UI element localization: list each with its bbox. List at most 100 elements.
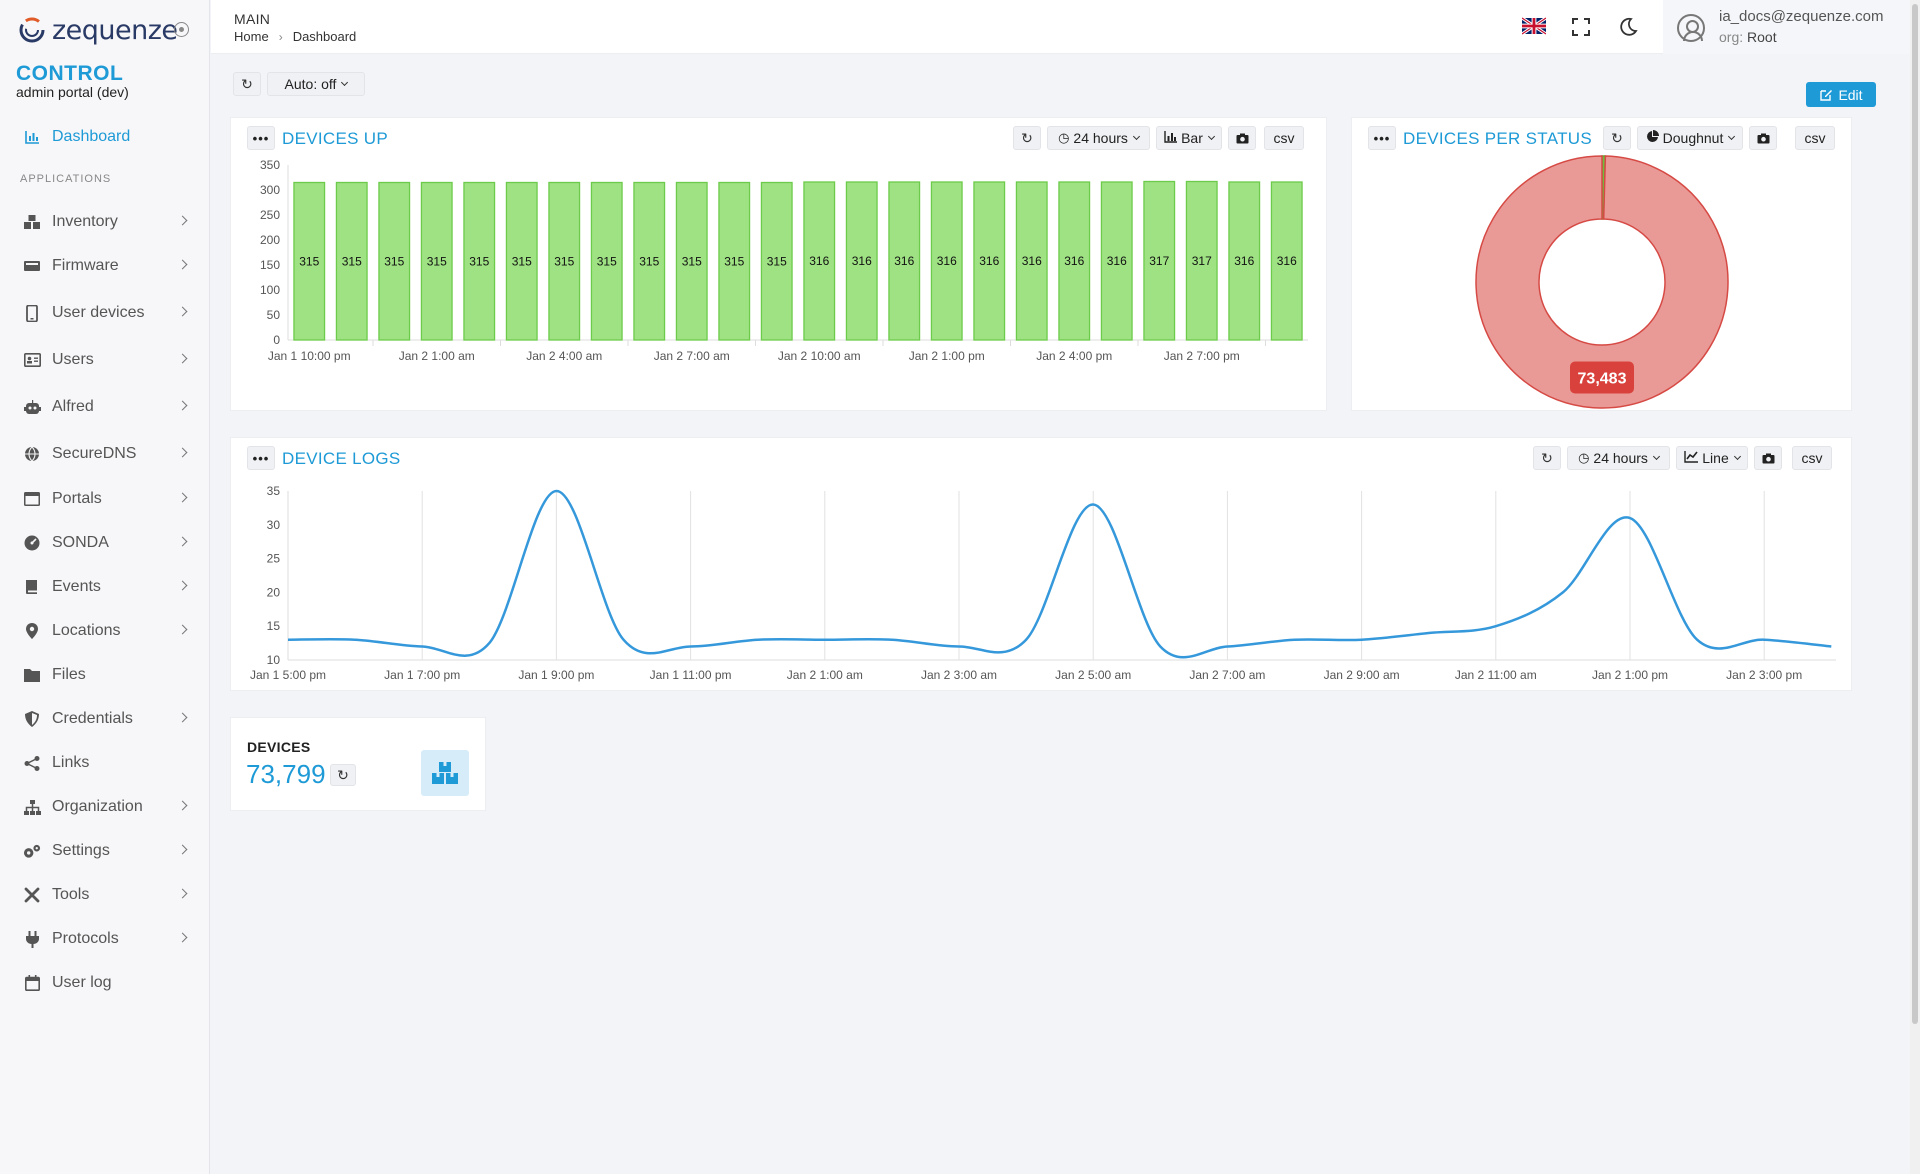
- mobile-icon: [23, 304, 41, 322]
- sidebar-item-alfred[interactable]: Alfred: [0, 391, 210, 423]
- bar[interactable]: [1228, 181, 1261, 341]
- sidebar-item-inventory[interactable]: Inventory: [0, 206, 210, 238]
- devices-per-status-refresh-button[interactable]: ↻: [1603, 126, 1631, 150]
- sidebar-item-label: Settings: [52, 842, 110, 859]
- devices-up-snapshot-button[interactable]: [1228, 126, 1256, 150]
- sidebar-item-label: User devices: [52, 304, 145, 321]
- pin-sidebar-icon[interactable]: [174, 22, 189, 37]
- bar[interactable]: [590, 181, 623, 341]
- bar[interactable]: [420, 181, 453, 341]
- devices-up-csv-button[interactable]: csv: [1264, 126, 1304, 150]
- bar[interactable]: [293, 181, 326, 341]
- x-tick-label: Jan 2 5:00 am: [1055, 668, 1131, 682]
- device-logs-menu-button[interactable]: •••: [247, 446, 275, 470]
- device-logs-series-line[interactable]: [287, 489, 1832, 659]
- chevron-right-icon: [177, 844, 188, 855]
- chevron-right-icon: [177, 400, 188, 411]
- bar[interactable]: [675, 181, 708, 341]
- sidebar-item-user-devices[interactable]: User devices: [0, 297, 210, 329]
- device-logs-range-dropdown[interactable]: ◷ 24 hours: [1567, 446, 1670, 470]
- chevron-right-icon: [177, 712, 188, 723]
- sidebar-item-events[interactable]: Events: [0, 571, 210, 603]
- chevron-down-icon: [1728, 132, 1736, 141]
- scrollbar-thumb[interactable]: [1912, 4, 1918, 1024]
- doughnut-slice[interactable]: [1475, 155, 1729, 409]
- breadcrumb-home[interactable]: Home: [234, 29, 269, 44]
- sidebar-item-tools[interactable]: Tools: [0, 879, 210, 911]
- devices-stat-title: DEVICES: [247, 739, 311, 755]
- sidebar-item-firmware[interactable]: Firmware: [0, 250, 210, 282]
- bar[interactable]: [888, 181, 921, 341]
- sidebar-item-user-log[interactable]: User log: [0, 967, 210, 999]
- devices-per-status-type-dropdown[interactable]: Doughnut: [1637, 126, 1743, 150]
- x-tick-label: Jan 2 7:00 am: [654, 349, 730, 363]
- bar[interactable]: [378, 181, 411, 341]
- dashboard-refresh-button[interactable]: ↻: [233, 72, 261, 96]
- y-tick-label: 250: [260, 208, 280, 222]
- bar-chart-icon: [1164, 130, 1178, 146]
- bar[interactable]: [973, 181, 1006, 341]
- sidebar-item-protocols[interactable]: Protocols: [0, 923, 210, 955]
- sidebar-item-organization[interactable]: Organization: [0, 791, 210, 823]
- sidebar-item-dashboard[interactable]: Dashboard: [0, 121, 210, 153]
- chevron-right-icon: [177, 447, 188, 458]
- bar[interactable]: [1143, 180, 1176, 341]
- sidebar-item-securedns[interactable]: SecureDNS: [0, 438, 210, 470]
- auto-refresh-dropdown[interactable]: Auto: off: [267, 72, 365, 96]
- bar[interactable]: [845, 181, 878, 341]
- dark-mode-icon[interactable]: [1618, 17, 1638, 37]
- sidebar-item-credentials[interactable]: Credentials: [0, 703, 210, 735]
- devices-up-menu-button[interactable]: •••: [247, 126, 275, 150]
- sidebar-item-links[interactable]: Links: [0, 747, 210, 779]
- chevron-right-icon: [177, 306, 188, 317]
- x-tick-label: Jan 2 4:00 pm: [1036, 349, 1112, 363]
- fullscreen-icon[interactable]: [1572, 18, 1590, 36]
- bar[interactable]: [803, 181, 836, 341]
- sidebar-item-sonda[interactable]: SONDA: [0, 527, 210, 559]
- user-menu[interactable]: ia_docs@zequenze.com org: Root: [1663, 0, 1920, 54]
- device-logs-refresh-button[interactable]: ↻: [1533, 446, 1561, 470]
- bar[interactable]: [1270, 181, 1303, 341]
- device-logs-snapshot-button[interactable]: [1754, 446, 1782, 470]
- bar[interactable]: [760, 181, 793, 341]
- devices-per-status-snapshot-button[interactable]: [1749, 126, 1777, 150]
- devices-up-type-dropdown[interactable]: Bar: [1156, 126, 1222, 150]
- device-logs-type-dropdown[interactable]: Line: [1676, 446, 1748, 470]
- sidebar-item-label: Users: [52, 351, 94, 368]
- sidebar-item-portals[interactable]: Portals: [0, 483, 210, 515]
- bar-data-label: 315: [299, 254, 319, 268]
- sidebar-item-label: Tools: [52, 886, 90, 903]
- sidebar-item-locations[interactable]: Locations: [0, 615, 210, 647]
- x-tick-label: Jan 2 3:00 am: [921, 668, 997, 682]
- bar[interactable]: [548, 181, 581, 341]
- device-logs-csv-button[interactable]: csv: [1792, 446, 1832, 470]
- sidebar-item-settings[interactable]: Settings: [0, 835, 210, 867]
- edit-button[interactable]: Edit: [1806, 82, 1876, 107]
- devices-up-range-dropdown[interactable]: ◷ 24 hours: [1047, 126, 1150, 150]
- bar[interactable]: [1058, 181, 1091, 341]
- logo-text: zequenze: [52, 14, 178, 46]
- bar[interactable]: [1100, 181, 1133, 341]
- bar[interactable]: [633, 181, 666, 341]
- plug-icon: [23, 930, 41, 948]
- logo[interactable]: zequenze: [16, 14, 178, 46]
- uk-flag-icon[interactable]: [1522, 17, 1546, 35]
- sidebar-item-files[interactable]: Files: [0, 659, 210, 691]
- devices-up-refresh-button[interactable]: ↻: [1013, 126, 1041, 150]
- bar[interactable]: [505, 181, 538, 341]
- bar[interactable]: [930, 181, 963, 341]
- x-tick-label: Jan 2 1:00 pm: [909, 349, 985, 363]
- bar[interactable]: [463, 181, 496, 341]
- devices-stat-refresh-button[interactable]: ↻: [330, 764, 356, 786]
- bar[interactable]: [718, 181, 751, 341]
- sidebar-item-label: SONDA: [52, 534, 109, 551]
- range-label: 24 hours: [1593, 450, 1648, 466]
- devices-per-status-menu-button[interactable]: •••: [1368, 126, 1396, 150]
- devices-per-status-csv-button[interactable]: csv: [1795, 126, 1835, 150]
- bar[interactable]: [1185, 180, 1218, 341]
- x-tick-label: Jan 2 3:00 pm: [1726, 668, 1802, 682]
- page-scrollbar[interactable]: [1910, 0, 1920, 1174]
- bar[interactable]: [335, 181, 368, 341]
- bar[interactable]: [1015, 181, 1048, 341]
- sidebar-item-users[interactable]: Users: [0, 344, 210, 376]
